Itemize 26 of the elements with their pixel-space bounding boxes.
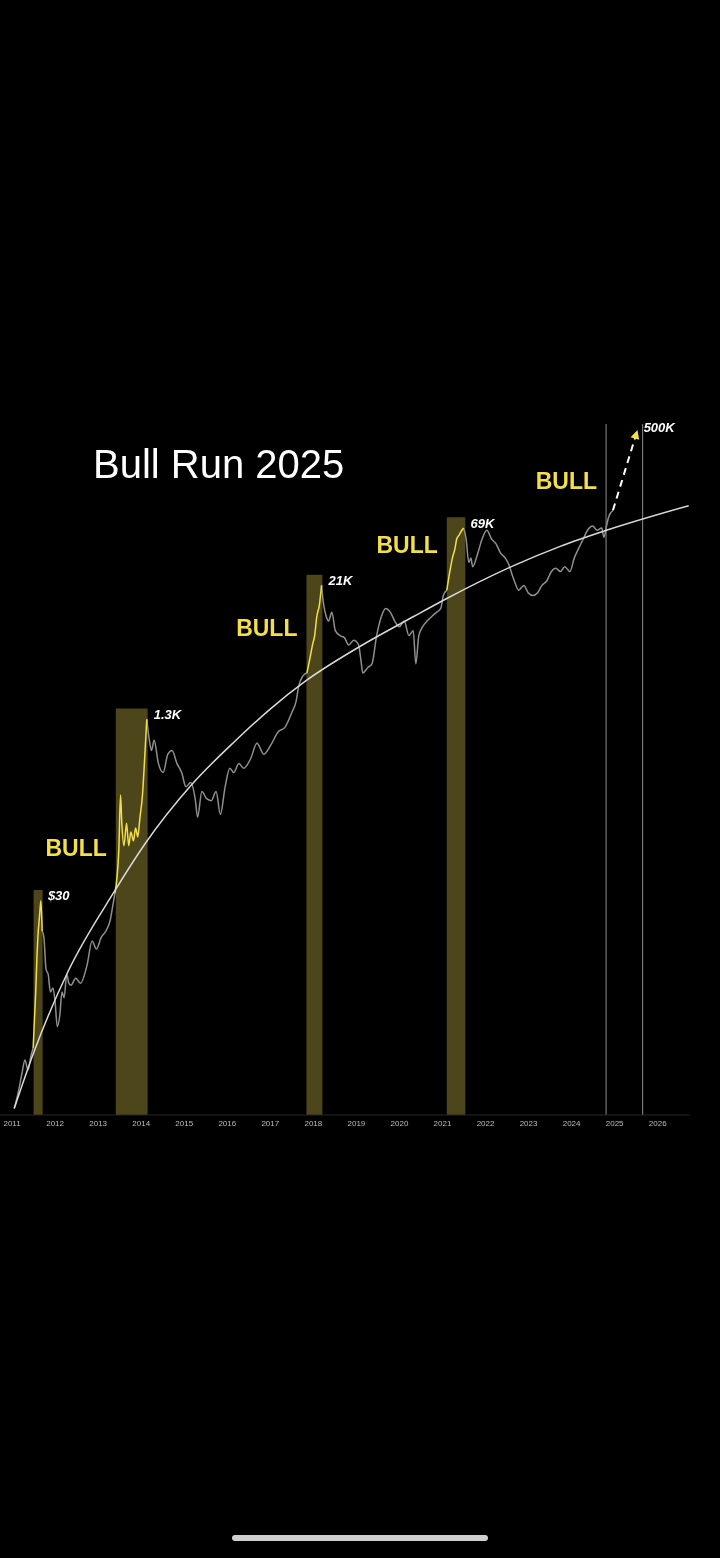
band-label: BULL (45, 835, 107, 862)
text: Bull Run 2025 (93, 442, 345, 486)
x-tick-label: 2012 (46, 1118, 65, 1128)
x-tick-label: 2020 (390, 1118, 409, 1128)
x-tick-label: 2018 (304, 1118, 323, 1128)
x-tick-label: 2022 (476, 1118, 495, 1128)
x-tick-label: 2014 (132, 1118, 151, 1128)
x-tick-label: 2013 (89, 1118, 108, 1128)
data-label: $30 (46, 888, 71, 904)
x-tick-label: 2025 (605, 1118, 625, 1128)
x-tick-label: 2015 (175, 1118, 194, 1128)
data-label: 500K (643, 420, 677, 436)
x-tick-label: 2026 (648, 1118, 668, 1128)
data-label: 1.3K (153, 706, 183, 722)
x-tick-label: 2011 (3, 1118, 22, 1128)
ref-line-label: BULL (535, 468, 598, 495)
x-tick-label: 2017 (261, 1118, 280, 1128)
x-tick-label: 2016 (218, 1118, 237, 1128)
data-label: 21K (327, 572, 354, 588)
data-label: 69K (470, 515, 497, 531)
x-tick-label: 2024 (562, 1118, 582, 1128)
x-tick-label: 2019 (347, 1118, 366, 1128)
x-tick-label: 2023 (519, 1118, 539, 1128)
band-label: BULL (376, 532, 438, 559)
x-tick-label: 2021 (433, 1118, 452, 1128)
band-label: BULL (236, 615, 298, 642)
